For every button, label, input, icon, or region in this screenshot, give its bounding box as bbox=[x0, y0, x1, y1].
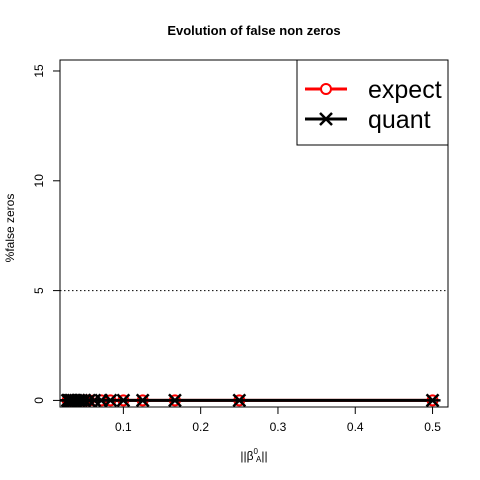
legend-marker-quant bbox=[318, 112, 334, 126]
x-tick-label: 0.2 bbox=[192, 420, 209, 434]
series-layer bbox=[59, 393, 441, 408]
legend-marker-expect bbox=[320, 83, 332, 95]
chart-title: Evolution of false non zeros bbox=[167, 23, 340, 38]
legend-label-quant: quant bbox=[368, 106, 431, 134]
legend-box bbox=[296, 59, 449, 146]
data-point-quant bbox=[59, 393, 76, 408]
data-point-quant bbox=[231, 393, 248, 408]
x-tick-label: 0.5 bbox=[424, 420, 441, 434]
data-point-quant bbox=[166, 393, 183, 408]
x-tick-label: 0.4 bbox=[347, 420, 364, 434]
data-point-quant bbox=[134, 393, 151, 408]
plot-frame bbox=[59, 59, 449, 408]
y-axis-label: %false zeros bbox=[3, 194, 17, 263]
x-axis-label: ||β0 A|| bbox=[240, 447, 267, 464]
y-tick-label: 15 bbox=[32, 64, 46, 78]
y-tick-label: 5 bbox=[32, 287, 46, 294]
x-tick-label: 0.3 bbox=[270, 420, 287, 434]
y-tick-label: 0 bbox=[32, 397, 46, 404]
legend-label-expect: expect bbox=[368, 76, 442, 104]
data-point-quant bbox=[424, 393, 441, 408]
y-tick-label: 10 bbox=[32, 174, 46, 188]
x-tick-label: 0.1 bbox=[115, 420, 132, 434]
